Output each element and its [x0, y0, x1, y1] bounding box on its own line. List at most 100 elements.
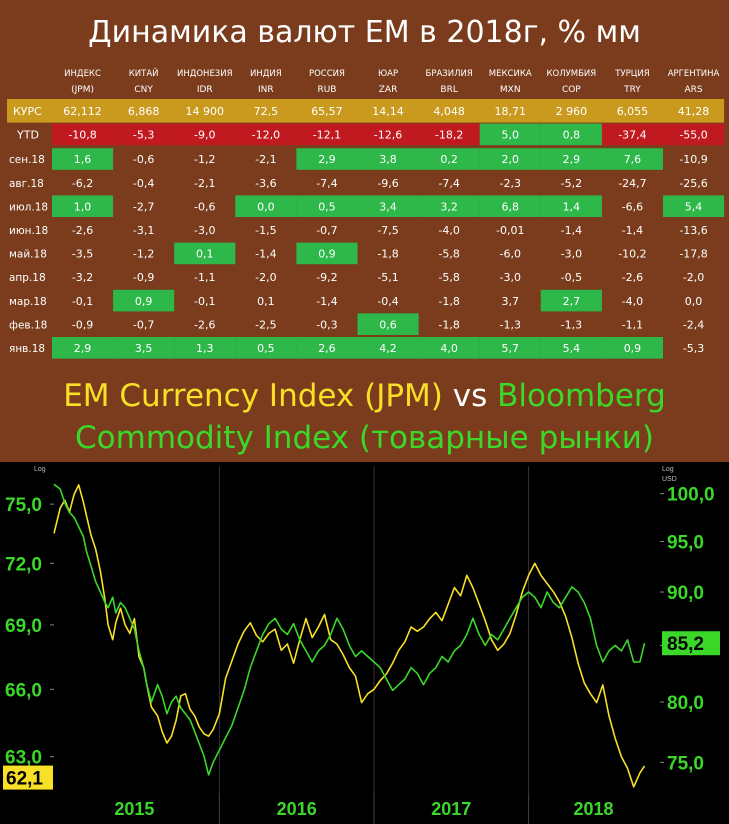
table-cell: -25,6 [679, 177, 707, 190]
line-chart: Log Log USD 75,0 72,0 69,0 66,0 63,0 100,0 95,0 90… [0, 462, 729, 824]
table-cell: -3,1 [133, 224, 154, 237]
table-cell: -0,7 [316, 224, 337, 237]
table-cell: -3,0 [194, 224, 215, 237]
table-cell: -1,1 [622, 318, 643, 331]
table-cell: -6,0 [500, 248, 521, 261]
positive-cell-bg [296, 242, 358, 265]
header-country: КИТАЙ [129, 67, 159, 79]
kurs-cell: 4,048 [433, 105, 465, 118]
positive-cell-bg [113, 289, 175, 312]
table-cell: -0,7 [133, 318, 154, 331]
table-cell: 5,4 [563, 342, 581, 355]
table-cell: -3,0 [561, 248, 582, 261]
header-code: ZAR [379, 85, 398, 95]
ytd-cell-bg [113, 123, 175, 146]
table-cell: 5,4 [685, 200, 703, 213]
subtitle-bloomberg: Bloomberg [497, 378, 666, 414]
left-tick-label: 75,0 [5, 495, 42, 516]
month-label: авг.18 [9, 178, 44, 190]
ytd-cell-bg [479, 123, 541, 146]
positive-cell-bg [52, 337, 114, 359]
table-cell: -0,4 [133, 177, 154, 190]
right-tick-label: 75,0 [667, 753, 704, 774]
table-cell: 2,9 [318, 153, 336, 166]
table-cell: -4,0 [438, 224, 459, 237]
table-cell: -2,3 [500, 177, 521, 190]
positive-cell-bg [174, 337, 236, 359]
positive-cell-bg [418, 195, 480, 217]
subtitle-commodity: Commodity Index (товарные рынки) [75, 420, 654, 456]
ytd-cell-bg [52, 123, 114, 146]
table-cell: -1,3 [500, 318, 521, 331]
table-cell: -9,6 [377, 177, 398, 190]
table-cell: 3,5 [135, 342, 153, 355]
positive-cell-bg [296, 195, 358, 217]
table-cell: -0,6 [133, 153, 154, 166]
month-label: май.18 [9, 249, 47, 261]
header-code: (JPM) [71, 85, 94, 95]
table-cell: -10,9 [679, 153, 707, 166]
header-country: КОЛУМБИЯ [546, 69, 596, 79]
table-cell: -2,6 [622, 271, 643, 284]
header-country: ТУРЦИЯ [614, 69, 649, 79]
table-cell: -24,7 [618, 177, 646, 190]
table-cell: 0,0 [685, 295, 703, 308]
table-cell: -2,6 [194, 318, 215, 331]
month-label: июн.18 [9, 225, 48, 237]
table-cell: 1,3 [196, 342, 214, 355]
month-label: июл.18 [9, 201, 48, 213]
table-cell: 0,1 [257, 295, 275, 308]
table-cell: -6,2 [72, 177, 93, 190]
table-cell: -9,2 [316, 271, 337, 284]
month-label: апр.18 [9, 272, 46, 284]
table-cell: -5,3 [683, 342, 704, 355]
positive-cell-bg [601, 148, 663, 170]
table-cell: -1,4 [622, 224, 643, 237]
ytd-label: YTD [16, 129, 39, 142]
table-cell: -3,6 [255, 177, 276, 190]
subtitle-vs: vs [442, 378, 498, 414]
header-code: COP [562, 85, 581, 95]
right-tick-label: 95,0 [667, 533, 704, 554]
table-cell: 1,4 [563, 200, 581, 213]
kurs-cell: 2 960 [556, 105, 588, 118]
table-cell: 1,6 [74, 153, 92, 166]
table-cell: 2,0 [502, 153, 520, 166]
table-cell: 2,9 [563, 153, 581, 166]
table-cell: 2,7 [563, 295, 581, 308]
positive-cell-bg [479, 195, 541, 217]
table-cell: 2,6 [318, 342, 336, 355]
ytd-cell: 0,8 [563, 129, 581, 142]
left-tick-label: 66,0 [5, 680, 42, 701]
currency-table: ИНДЕКС (JPM) КИТАЙ CNY ИНДОНЕЗИЯ IDR ИНДИЯ INR Р… [7, 67, 725, 359]
table-cell: -1,3 [561, 318, 582, 331]
table-cell: -3,5 [72, 248, 93, 261]
x-axis-band [0, 794, 729, 824]
table-cell: -5,1 [377, 271, 398, 284]
positive-cell-bg [479, 337, 541, 359]
header-country: АРГЕНТИНА [668, 69, 720, 79]
table-cell: -2,6 [72, 224, 93, 237]
table-cell: -1,8 [438, 318, 459, 331]
table-cell: 0,9 [624, 342, 642, 355]
table-cell: -5,2 [561, 177, 582, 190]
header-country: ИНДОНЕЗИЯ [177, 69, 233, 79]
table-cell: -2,7 [133, 200, 154, 213]
ytd-cell-bg [235, 123, 297, 146]
left-tick-label: 69,0 [5, 616, 42, 637]
kurs-label: КУРС [13, 105, 42, 118]
table-cell: -0,6 [194, 200, 215, 213]
table-cell: 0,6 [379, 318, 397, 331]
table-cell: -1,1 [194, 271, 215, 284]
header-code: BRL [440, 85, 457, 95]
ytd-cell: 5,0 [502, 129, 520, 142]
positive-cell-bg [357, 313, 419, 335]
left-last-value: 62,1 [6, 769, 43, 790]
table-cell: -4,0 [622, 295, 643, 308]
ytd-cell: -10,8 [68, 129, 96, 142]
positive-cell-bg [296, 148, 358, 170]
table-cell: 4,2 [379, 342, 397, 355]
x-tick-label: 2017 [431, 799, 471, 819]
table-cell: -2,5 [255, 318, 276, 331]
table-cell: 0,5 [257, 342, 275, 355]
